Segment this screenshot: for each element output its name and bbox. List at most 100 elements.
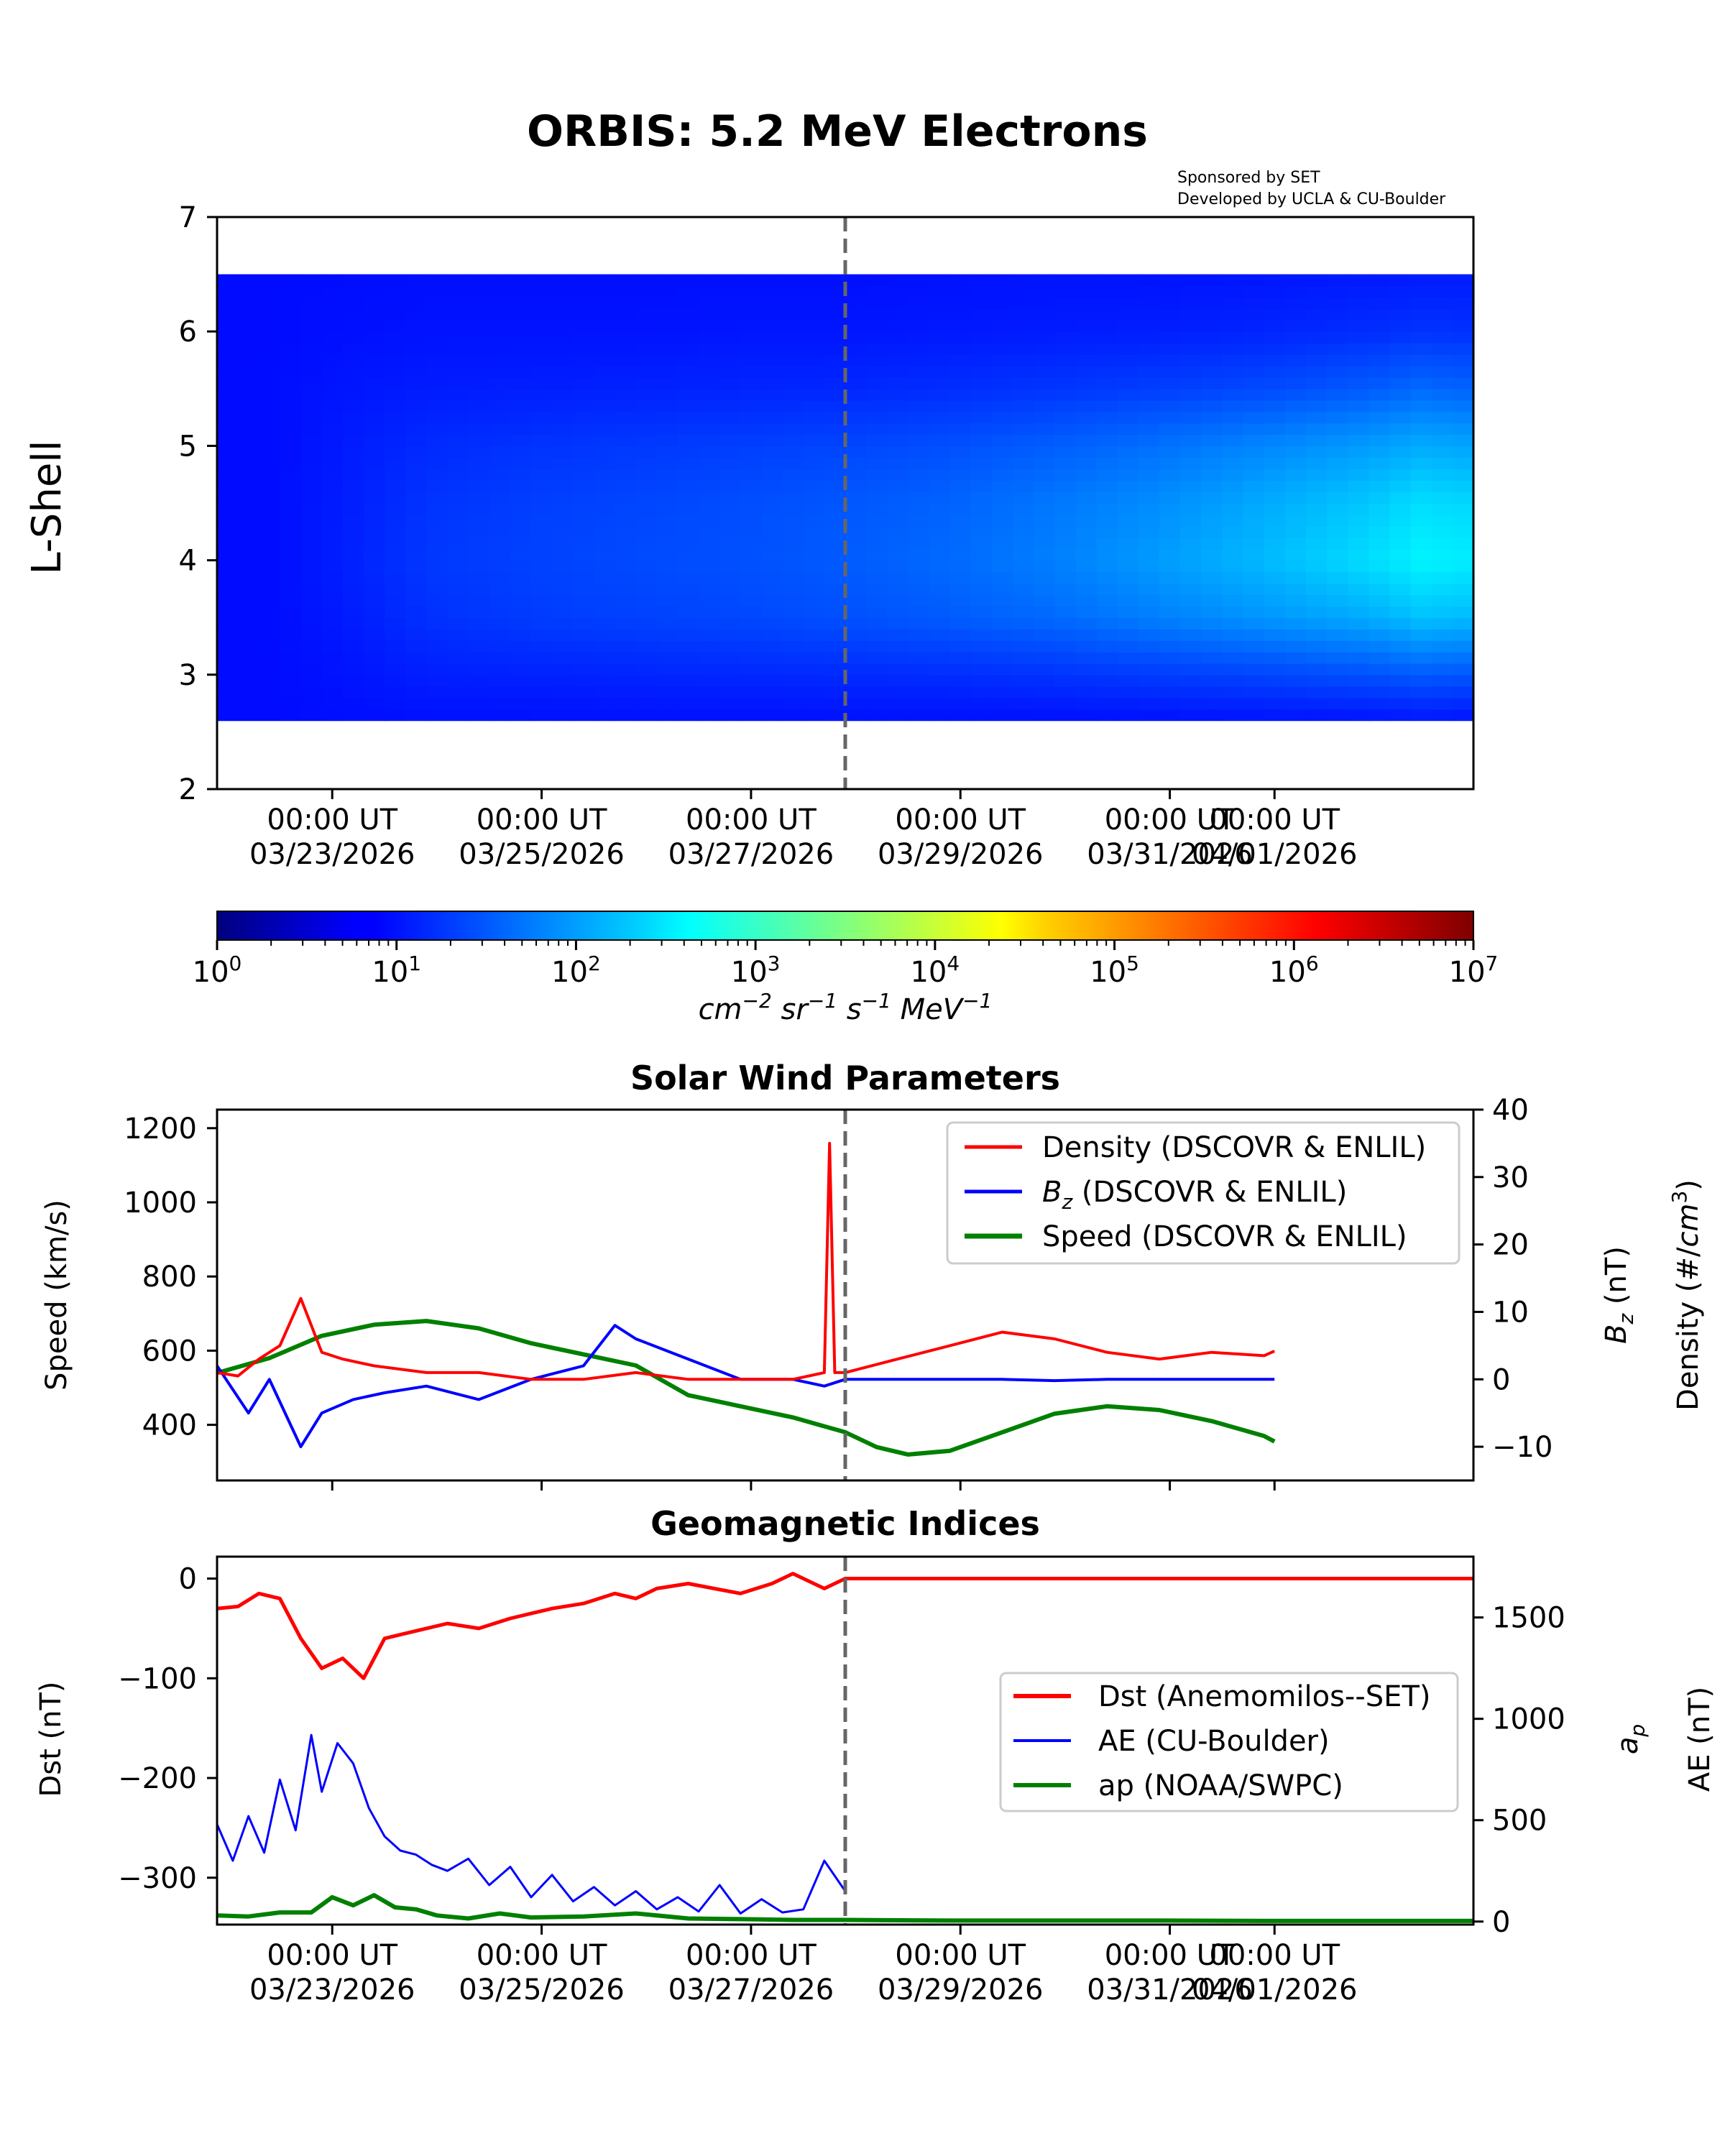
- flux-cell: [761, 606, 783, 618]
- flux-cell: [1389, 514, 1412, 527]
- flux-cell: [1013, 343, 1034, 355]
- flux-cell: [385, 480, 406, 492]
- flux-cell: [280, 697, 302, 710]
- flux-cell: [426, 354, 448, 367]
- flux-cell: [1138, 548, 1160, 561]
- flux-cell: [426, 571, 448, 584]
- flux-cell: [866, 571, 888, 584]
- flux-cell: [363, 594, 385, 607]
- flux-cell: [573, 388, 595, 401]
- flux-cell: [259, 606, 281, 618]
- flux-cell: [1410, 525, 1432, 538]
- flux-cell: [1431, 594, 1453, 607]
- flux-cell: [1305, 469, 1328, 481]
- flux-cell: [1075, 663, 1098, 676]
- speed-line: [216, 1319, 1276, 1457]
- flux-cell: [1389, 297, 1412, 310]
- flux-cell: [635, 297, 658, 310]
- flux-cell: [426, 434, 448, 447]
- flux-cell: [510, 651, 532, 664]
- flux-cell: [1389, 446, 1412, 459]
- flux-cell: [342, 285, 364, 298]
- flux-cell: [1180, 560, 1202, 573]
- flux-cell: [761, 525, 783, 538]
- flux-cell: [1452, 446, 1474, 459]
- flux-cell: [447, 697, 469, 710]
- flux-cell: [552, 674, 574, 687]
- flux-cell: [573, 674, 595, 687]
- flux-cell: [970, 640, 993, 653]
- flux-cell: [824, 663, 846, 676]
- flux-cell: [1327, 423, 1348, 436]
- flux-cell: [1368, 320, 1391, 332]
- flux-cell: [300, 423, 323, 436]
- flux-cell: [510, 388, 532, 401]
- flux-cell: [238, 274, 260, 287]
- x-tick-date: 03/27/2026: [668, 838, 834, 871]
- flux-cell: [594, 571, 616, 584]
- flux-cell: [887, 537, 909, 550]
- flux-cell: [1305, 537, 1328, 550]
- flux-cell: [677, 343, 699, 355]
- flux-cell: [991, 400, 1013, 413]
- flux-cell: [635, 560, 658, 573]
- flux-cell: [1368, 411, 1391, 424]
- flux-cell: [635, 308, 658, 321]
- flux-cell: [908, 331, 930, 344]
- flux-cell: [321, 434, 344, 447]
- flux-cell: [1013, 331, 1034, 344]
- flux-cell: [510, 457, 532, 470]
- flux-cell: [677, 640, 699, 653]
- flux-cell: [1452, 274, 1474, 287]
- flux-cell: [1284, 377, 1307, 390]
- flux-cell: [280, 320, 302, 332]
- flux-cell: [1075, 400, 1098, 413]
- flux-cell: [782, 560, 804, 573]
- flux-cell: [1013, 571, 1034, 584]
- flux-cell: [594, 446, 616, 459]
- flux-cell: [1410, 571, 1432, 584]
- flux-cell: [740, 548, 763, 561]
- flux-cell: [468, 651, 490, 664]
- flux-cell: [259, 697, 281, 710]
- flux-cell: [635, 446, 658, 459]
- flux-cell: [949, 571, 972, 584]
- y-tick-label-right: 500: [1492, 1805, 1547, 1838]
- flux-cell: [615, 457, 637, 470]
- flux-cell: [405, 400, 428, 413]
- flux-cell: [1096, 709, 1118, 722]
- flux-cell: [510, 411, 532, 424]
- flux-cell: [656, 400, 678, 413]
- flux-cell: [929, 651, 951, 664]
- flux-cell: [1096, 525, 1118, 538]
- flux-cell: [1180, 492, 1202, 504]
- flux-cell: [1117, 640, 1139, 653]
- flux-cell: [719, 446, 742, 459]
- figure-title: ORBIS: 5.2 MeV Electrons: [527, 106, 1148, 157]
- flux-cell: [949, 400, 972, 413]
- flux-cell: [761, 331, 783, 344]
- flux-cell: [1284, 434, 1307, 447]
- y-tick-label-right: 0: [1492, 1906, 1510, 1939]
- flux-cell: [1034, 560, 1056, 573]
- flux-cell: [1243, 492, 1265, 504]
- flux-cell: [1034, 297, 1056, 310]
- flux-cell: [1013, 400, 1034, 413]
- flux-cell: [552, 514, 574, 527]
- flux-cell: [761, 354, 783, 367]
- flux-cell: [1243, 503, 1265, 515]
- flux-cell: [405, 434, 428, 447]
- flux-cell: [782, 492, 804, 504]
- flux-cell: [468, 411, 490, 424]
- flux-cell: [949, 457, 972, 470]
- flux-cell: [489, 709, 511, 722]
- flux-cell: [949, 377, 972, 390]
- flux-cell: [426, 320, 448, 332]
- geomagnetic-series: [216, 1572, 1473, 1923]
- flux-cell: [1327, 594, 1348, 607]
- flux-cell: [1348, 686, 1370, 699]
- flux-cell: [342, 354, 364, 367]
- flux-cell: [468, 377, 490, 390]
- flux-cell: [1201, 697, 1223, 710]
- flux-cell: [573, 514, 595, 527]
